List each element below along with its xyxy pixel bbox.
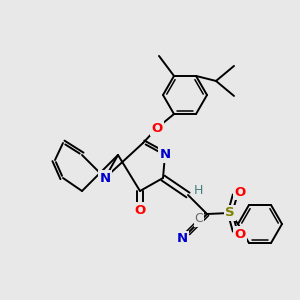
Text: H: H [193, 184, 203, 196]
Text: N: N [176, 232, 188, 245]
Text: S: S [225, 206, 235, 220]
Text: N: N [159, 148, 171, 161]
Text: O: O [134, 203, 146, 217]
Text: O: O [152, 122, 163, 134]
Text: O: O [234, 185, 246, 199]
Text: C: C [195, 212, 203, 226]
Text: N: N [99, 172, 111, 184]
Text: O: O [234, 227, 246, 241]
